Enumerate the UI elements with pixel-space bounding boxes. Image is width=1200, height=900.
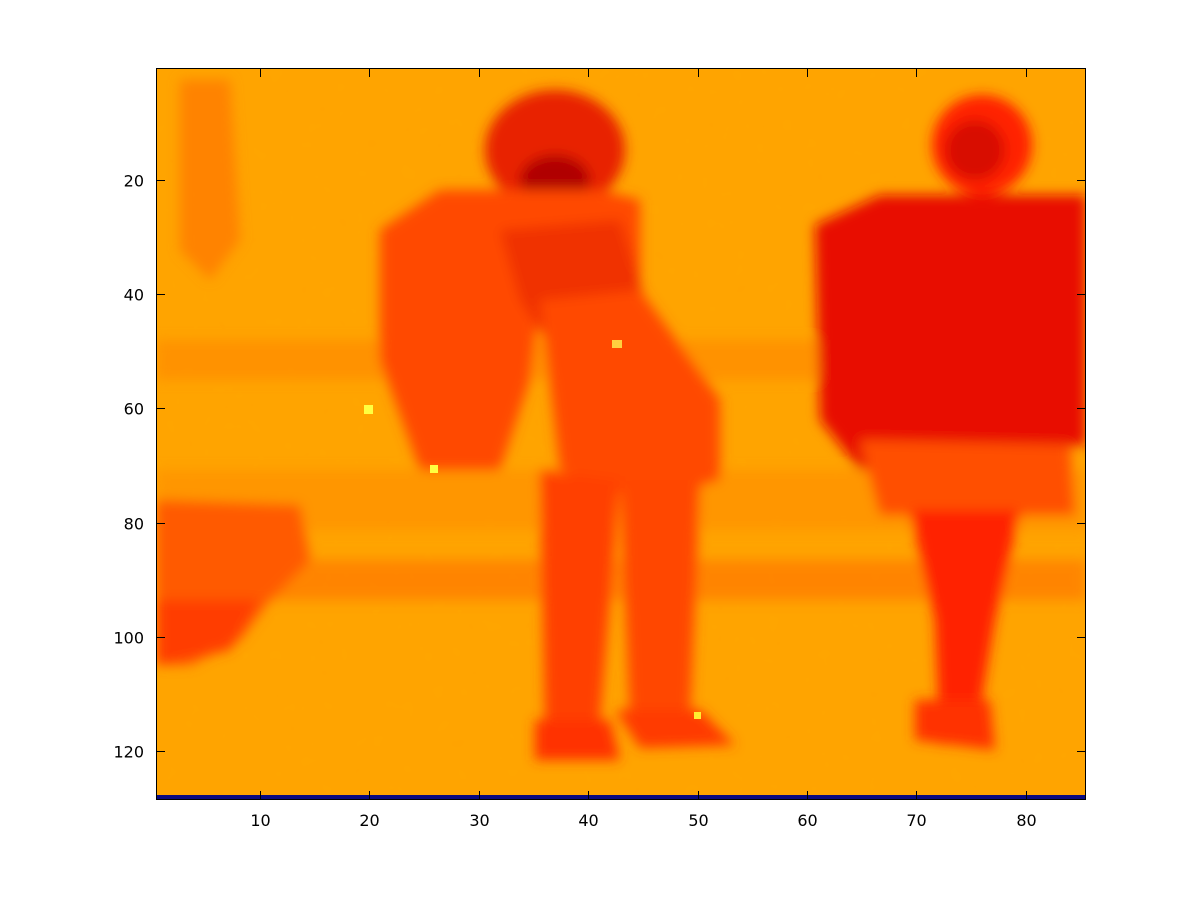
- y-tick-label: 80: [124, 515, 144, 534]
- x-tick-label: 50: [688, 811, 708, 830]
- highlight: [694, 712, 701, 719]
- heatmap-bottom-row: [156, 795, 1086, 800]
- heatmap-shapes: [156, 80, 1086, 760]
- x-tick-label: 10: [250, 811, 270, 830]
- y-tick-label: 120: [113, 743, 144, 762]
- y-axis: 20 40 60 80 100 120: [113, 172, 1086, 762]
- y-tick-label: 40: [124, 286, 144, 305]
- highlight: [612, 340, 622, 348]
- x-axis: 10 20 30 40 50 60 70 80: [250, 68, 1037, 830]
- y-tick-label: 60: [124, 400, 144, 419]
- x-tick-label: 20: [359, 811, 379, 830]
- axes-frame: [156, 68, 1086, 800]
- x-tick-label: 60: [797, 811, 817, 830]
- x-tick-label: 40: [578, 811, 598, 830]
- highlight: [430, 465, 438, 473]
- y-tick-label: 20: [124, 172, 144, 191]
- x-tick-label: 30: [469, 811, 489, 830]
- heatmap-image: [156, 68, 1086, 800]
- highlight: [364, 405, 373, 414]
- x-tick-label: 80: [1016, 811, 1036, 830]
- x-tick-label: 70: [906, 811, 926, 830]
- y-tick-label: 100: [113, 629, 144, 648]
